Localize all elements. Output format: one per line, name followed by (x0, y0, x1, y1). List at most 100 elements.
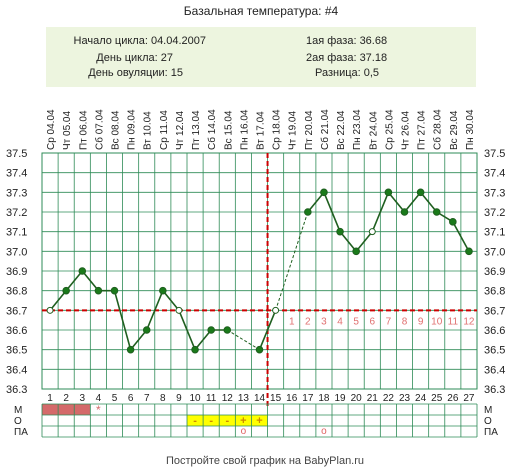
phase2-day-label: 9 (418, 316, 424, 327)
date-label: Вт 24.04 (368, 111, 379, 150)
series-segment (145, 290, 164, 331)
series-segment (65, 270, 83, 292)
y-tick-label-left: 36.8 (6, 286, 27, 298)
day-number-label: 5 (112, 393, 118, 404)
data-point (78, 267, 87, 275)
temperature-series (46, 188, 473, 354)
menses-cell (74, 404, 91, 415)
menses-cell (42, 404, 59, 415)
day-number-label: 20 (351, 393, 363, 404)
date-label: Пт 13.04 (191, 110, 202, 150)
date-label: Сб 28.04 (432, 109, 444, 150)
y-tick-label-right: 36.7 (484, 305, 505, 317)
data-point (159, 286, 167, 295)
day-number-label: 3 (79, 393, 85, 404)
data-point (126, 345, 135, 354)
phase2-day-label: 5 (353, 316, 359, 327)
date-label: Пт 06.04 (78, 110, 89, 150)
row-label-right: ПА (484, 427, 498, 438)
phase2-day-label: 11 (448, 316, 459, 327)
data-point-open (46, 306, 54, 314)
day-number-label: 15 (270, 393, 282, 404)
info-ovulation-day: День овуляции: 15 (88, 67, 183, 79)
series-segment (387, 191, 406, 213)
date-label: Чт 19.04 (288, 111, 299, 150)
pa-mark: o (321, 426, 327, 437)
date-label: Ср 18.04 (272, 109, 283, 150)
date-label: Вс 22.04 (336, 110, 347, 150)
marks-table: М МО ОПА ПА*- - - + +o o (14, 403, 498, 438)
day-number-label: 21 (367, 393, 379, 404)
series-segment (452, 221, 470, 252)
row-label-left: О (14, 416, 22, 427)
y-tick-label-right: 36.3 (484, 384, 505, 396)
data-point (416, 188, 425, 197)
day-number-label: 23 (399, 393, 411, 404)
day-number-label: 11 (206, 393, 217, 404)
reference-lines: 1 2 3 4 5 6 7 8 9 10 11 12 (42, 153, 477, 407)
info-cycle-start: Начало цикла: 04.04.2007 (74, 35, 206, 47)
day-number-label: 24 (415, 393, 427, 404)
series-gap-segment (275, 211, 309, 311)
day-number-label: 1 (47, 393, 53, 404)
y-tick-label-left: 36.6 (6, 325, 27, 337)
data-point (255, 345, 264, 354)
day-number-label: 17 (302, 393, 314, 404)
date-label: Ср 11.04 (159, 110, 170, 150)
series-segment (178, 310, 196, 350)
date-label: Вс 08.04 (111, 110, 122, 150)
phase2-day-label: 3 (321, 316, 327, 327)
data-point-open (368, 228, 376, 236)
chart-title: Базальная температура: #4 (184, 4, 339, 18)
row-label-left: М (14, 405, 22, 416)
date-label: Пн 16.04 (239, 109, 250, 150)
series-segment (403, 191, 422, 213)
phase2-day-label: 2 (305, 316, 311, 327)
info-phase1: 1ая фаза: 36.68 (306, 35, 387, 47)
info-panel (46, 27, 476, 87)
day-number-label: 19 (334, 393, 346, 404)
data-point (142, 326, 151, 334)
o-mark: - (193, 415, 197, 427)
phase2-day-label: 8 (402, 316, 408, 327)
date-label: Вт 10.04 (143, 111, 154, 150)
data-point (384, 188, 393, 197)
series-gap-segment (227, 329, 260, 351)
day-number-label: 25 (431, 393, 443, 404)
date-label: Сб 21.04 (319, 109, 331, 150)
day-number-label: 16 (286, 393, 298, 404)
y-tick-label-right: 36.6 (484, 325, 505, 337)
date-label: Чт 05.04 (62, 111, 73, 150)
y-tick-label-left: 37.3 (6, 187, 27, 199)
y-tick-label-left: 36.5 (6, 345, 27, 357)
data-point (191, 345, 199, 354)
o-cell (235, 415, 252, 426)
menses-cell (58, 404, 75, 415)
series-segment (162, 290, 180, 311)
series-segment (371, 192, 390, 232)
plot-grid (41, 152, 478, 390)
y-tick-label-left: 37.4 (6, 168, 27, 180)
date-label: Сб 07.04 (93, 109, 105, 150)
date-label: Пн 23.04 (352, 109, 363, 150)
day-number-label: 2 (63, 393, 69, 404)
y-tick-label-left: 36.4 (6, 364, 27, 376)
o-mark: + (240, 415, 246, 427)
o-cell (251, 415, 268, 426)
y-tick-label-left: 36.9 (6, 266, 27, 278)
series-segment (307, 191, 325, 213)
day-number-label: 10 (189, 393, 201, 404)
date-label: Пт 27.04 (417, 110, 428, 150)
y-tick-label-right: 37.5 (484, 148, 505, 160)
series-segment (49, 290, 67, 311)
y-tick-label-left: 37.0 (6, 246, 27, 258)
day-number-label: 9 (176, 393, 182, 404)
data-point (336, 227, 344, 236)
series-segment (81, 270, 100, 292)
info-phase2: 2ая фаза: 37.18 (306, 52, 387, 64)
phase2-day-label: 6 (369, 316, 375, 327)
y-tick-label-right: 37.1 (484, 227, 505, 239)
row-label-left: ПА (14, 427, 28, 438)
o-mark: + (256, 415, 262, 427)
